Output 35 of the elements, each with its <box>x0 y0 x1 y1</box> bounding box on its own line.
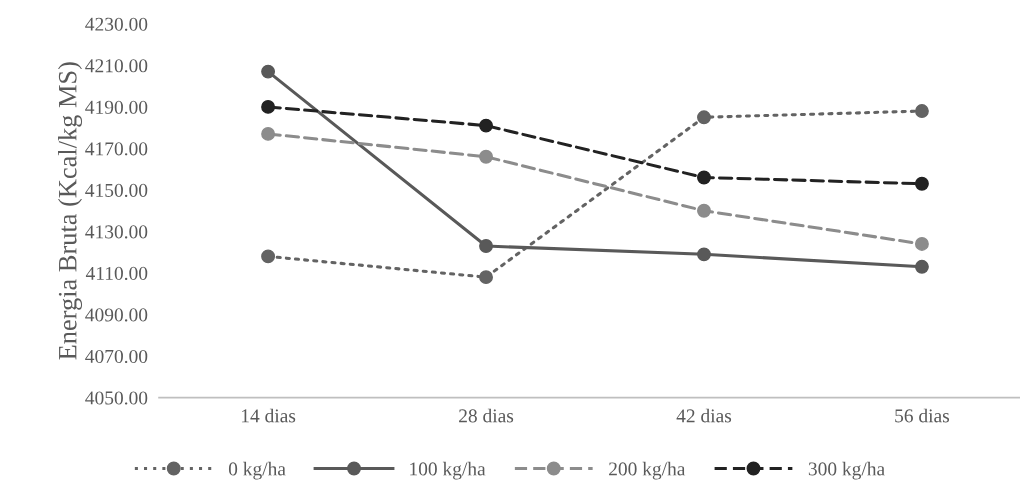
point <box>697 247 711 262</box>
y-axis-title: Energia Bruta (Kcal/kg MS) <box>58 62 83 360</box>
x-tick-label: 42 dias <box>676 408 732 423</box>
y-tick-label: 4230.00 <box>85 17 148 31</box>
point <box>914 104 929 119</box>
y-tick-label: 4090.00 <box>85 308 148 322</box>
x-tick-label: 28 dias <box>459 408 514 423</box>
y-tick-label: 4170.00 <box>85 142 148 156</box>
x-tick-label: 14 dias <box>241 408 296 423</box>
point <box>697 110 711 125</box>
point <box>479 118 493 133</box>
point <box>261 126 276 141</box>
point <box>914 237 929 251</box>
y-tick-label: 4050.00 <box>85 391 148 405</box>
point <box>914 176 929 191</box>
y-tick-label: 4110.00 <box>85 266 148 281</box>
legend-label: 0 kg/ha <box>228 461 286 480</box>
legend-label: 200 kg/ha <box>609 461 686 480</box>
y-tick-label: 4190.00 <box>85 100 148 114</box>
point <box>697 170 711 185</box>
point <box>479 149 493 164</box>
point <box>914 259 929 274</box>
point <box>261 249 276 264</box>
point <box>697 203 711 218</box>
y-tick-label: 4070.00 <box>85 349 148 364</box>
point <box>261 64 276 79</box>
legend-label: 100 kg/ha <box>410 461 486 480</box>
point <box>479 239 493 253</box>
point <box>479 270 493 285</box>
y-tick-label: 4150.00 <box>85 183 148 197</box>
point <box>261 99 276 114</box>
legend-label: 300 kg/ha <box>808 461 885 480</box>
x-tick-label: 56 dias <box>895 408 950 423</box>
y-tick-label: 4130.00 <box>85 225 148 239</box>
y-tick-label: 4210.00 <box>85 59 148 73</box>
